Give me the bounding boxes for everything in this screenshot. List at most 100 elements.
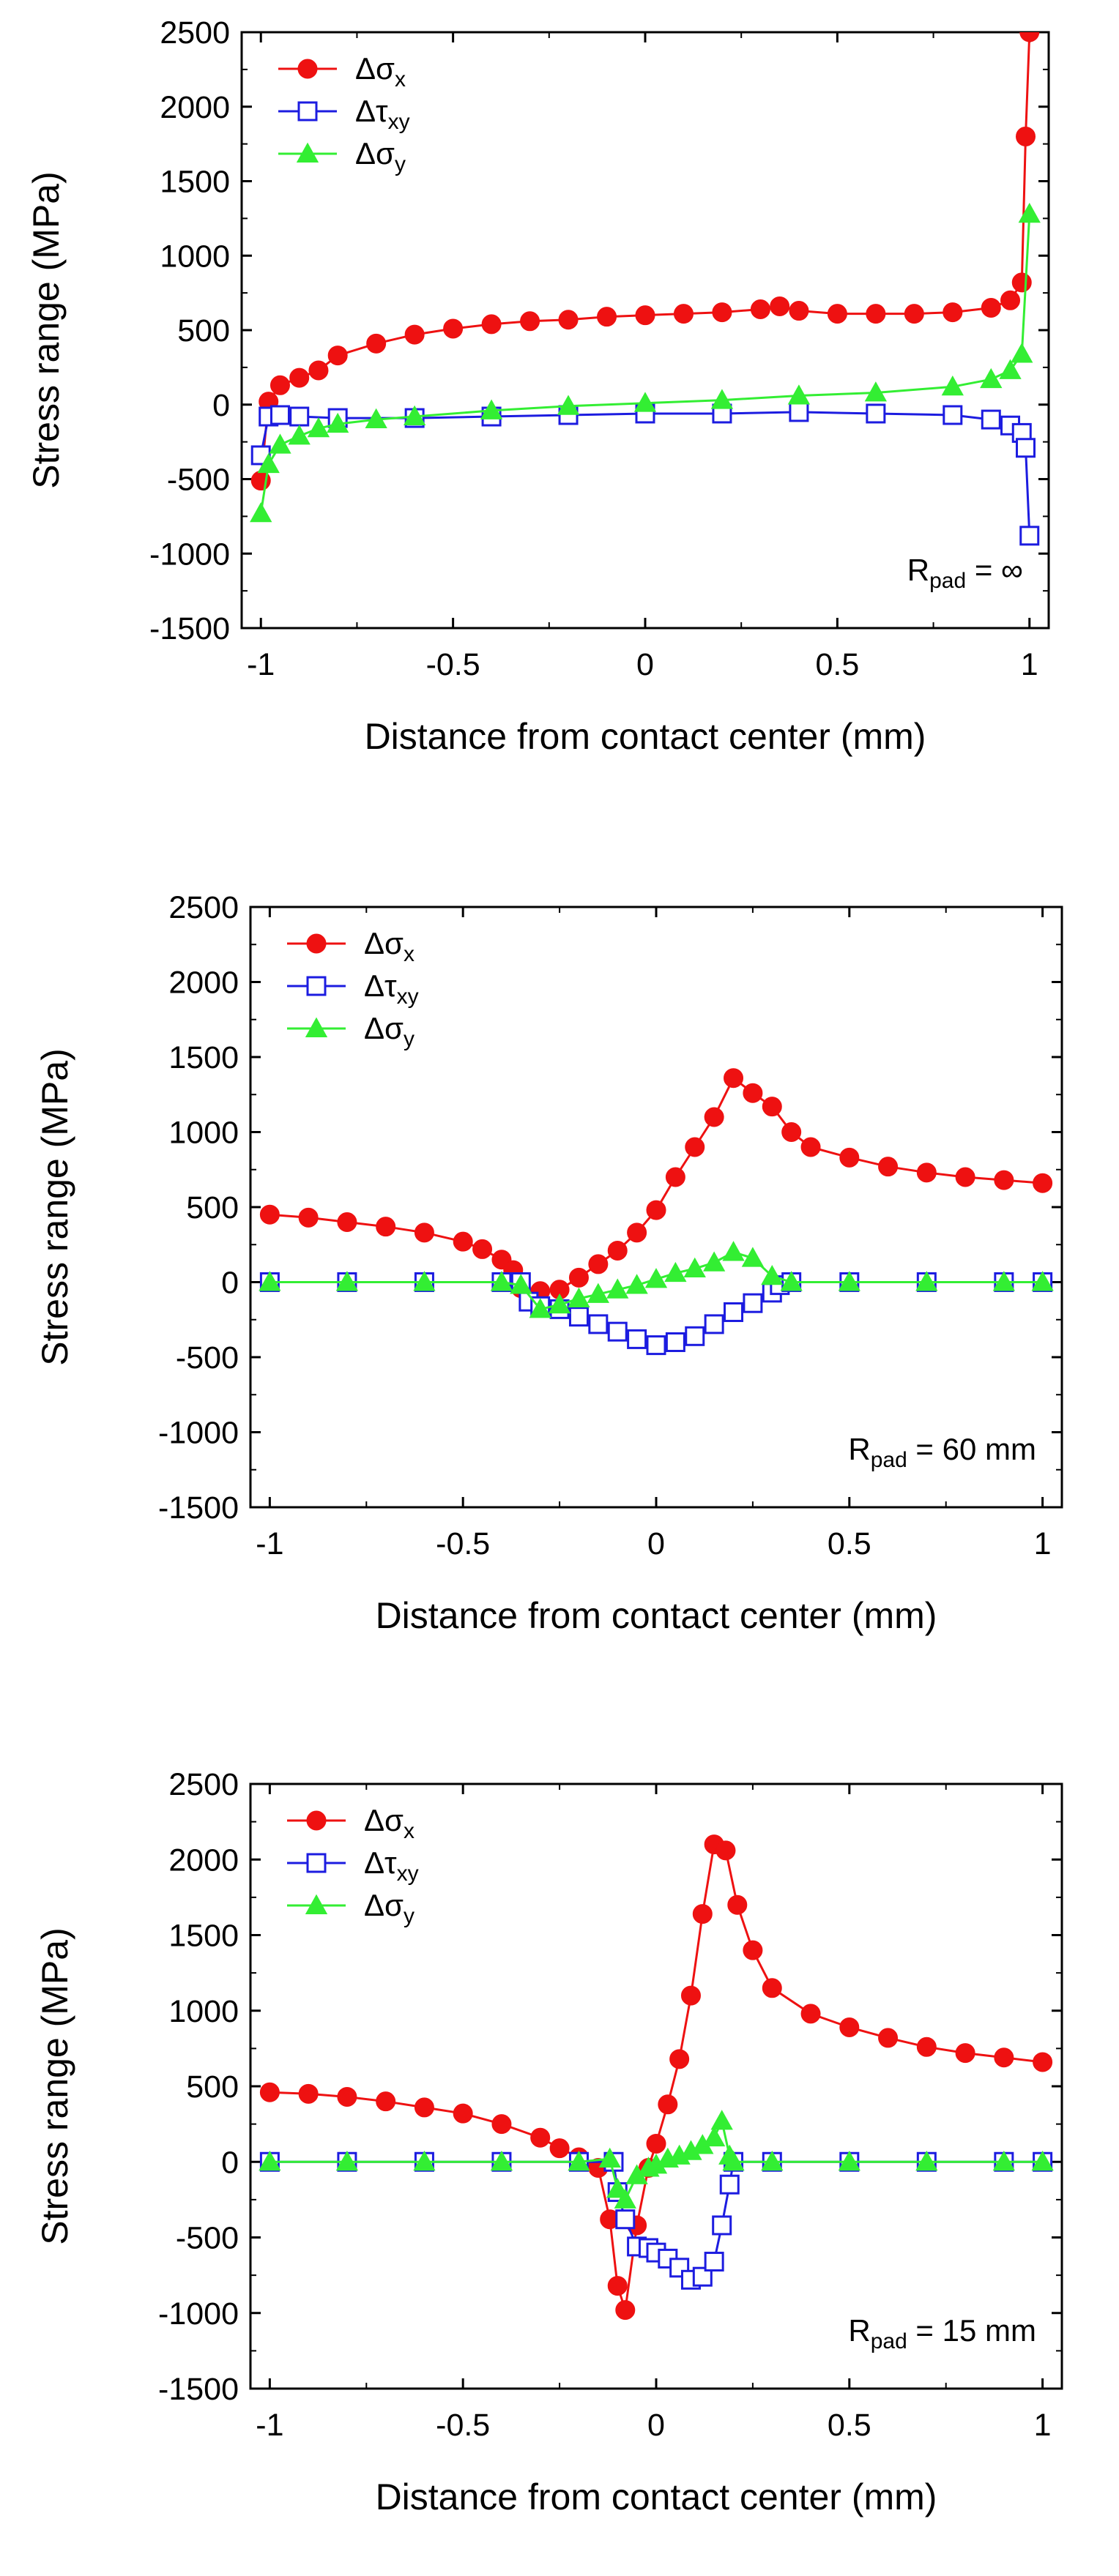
y-axis-title: Stress range (MPa) bbox=[34, 1048, 75, 1365]
data-point-circle bbox=[673, 304, 694, 324]
data-point-triangle bbox=[702, 1251, 726, 1272]
data-point-square bbox=[743, 1293, 763, 1313]
data-point-square bbox=[704, 2252, 724, 2272]
legend-subscript: y bbox=[395, 152, 406, 176]
y-tick-label: 500 bbox=[177, 313, 230, 348]
data-point-circle bbox=[715, 1840, 736, 1861]
data-point-circle bbox=[800, 1137, 821, 1157]
data-point-circle bbox=[366, 333, 387, 354]
data-point-triangle bbox=[327, 412, 349, 433]
data-point-triangle bbox=[548, 1293, 571, 1314]
data-point-circle bbox=[306, 933, 327, 954]
data-point-triangle bbox=[259, 1271, 281, 1291]
data-point-triangle bbox=[664, 1261, 687, 1283]
legend-subscript: xy bbox=[388, 110, 410, 134]
data-point-circle bbox=[955, 1167, 975, 1187]
data-point-triangle bbox=[633, 392, 657, 412]
x-tick-label: -0.5 bbox=[436, 2408, 490, 2443]
data-point-triangle bbox=[683, 1257, 706, 1277]
x-tick-label: 0.5 bbox=[828, 2408, 871, 2443]
data-point-triangle bbox=[365, 408, 387, 429]
x-tick-label: 0 bbox=[647, 1526, 665, 1561]
data-point-circle bbox=[827, 304, 847, 324]
data-point-triangle bbox=[1018, 202, 1041, 223]
data-point-circle bbox=[1011, 272, 1032, 293]
y-tick-label: 2500 bbox=[168, 1767, 239, 1802]
data-point-square bbox=[269, 405, 290, 425]
legend-label: Δτxy bbox=[355, 94, 410, 134]
legend-symbol: Δσ bbox=[364, 1011, 404, 1045]
data-point-triangle bbox=[710, 389, 734, 409]
data-point-triangle bbox=[606, 2178, 629, 2198]
annotation-prefix: R bbox=[848, 2313, 870, 2348]
data-point-circle bbox=[680, 1985, 701, 2006]
data-point-square bbox=[297, 101, 318, 122]
legend-subscript: xy bbox=[397, 985, 419, 1009]
data-point-square bbox=[724, 1302, 744, 1322]
y-tick-label: -1000 bbox=[158, 2296, 239, 2332]
legend-symbol: Δσ bbox=[355, 136, 395, 171]
legend-symbol: Δσ bbox=[364, 1803, 404, 1837]
data-point-circle bbox=[481, 314, 502, 335]
data-point-triangle bbox=[288, 425, 311, 445]
data-point-circle bbox=[750, 299, 770, 320]
x-tick-label: -0.5 bbox=[436, 1526, 490, 1561]
data-point-circle bbox=[646, 2133, 666, 2154]
data-point-triangle bbox=[702, 2126, 726, 2147]
chart-panel-3: 2500 2000 1500 1000 500 0 -500 -1000 -1500 -1 -0.5… bbox=[34, 1767, 1063, 2517]
legend-label: Δτxy bbox=[364, 968, 419, 1009]
annotation-prefix: R bbox=[848, 1432, 870, 1466]
data-point-triangle bbox=[741, 1247, 765, 1267]
legend-symbol: Δσ bbox=[355, 51, 395, 86]
rpad-annotation: Rpad = 15 mm bbox=[848, 2313, 1036, 2353]
y-tick-label: 2500 bbox=[160, 15, 230, 51]
x-tick-label: 0 bbox=[647, 2408, 665, 2443]
data-point-triangle bbox=[1031, 2150, 1054, 2171]
x-tick-label: -1 bbox=[256, 1526, 283, 1561]
data-point-circle bbox=[472, 1239, 493, 1259]
data-point-triangle bbox=[992, 2150, 1016, 2171]
data-point-circle bbox=[588, 1254, 609, 1274]
data-point-triangle bbox=[568, 1287, 590, 1307]
x-axis-title: Distance from contact center (mm) bbox=[365, 716, 926, 757]
data-point-triangle bbox=[864, 381, 888, 402]
y-tick-label: -500 bbox=[176, 2221, 239, 2256]
series-triangle bbox=[259, 2110, 1054, 2209]
data-point-triangle bbox=[269, 433, 291, 454]
data-point-circle bbox=[549, 2138, 570, 2159]
data-point-square bbox=[866, 403, 886, 424]
data-point-triangle bbox=[780, 1271, 803, 1291]
data-point-circle bbox=[724, 1068, 744, 1089]
y-tick-label: 0 bbox=[221, 2145, 239, 2180]
series-line bbox=[269, 1076, 1043, 1293]
data-point-square bbox=[615, 2209, 636, 2230]
data-point-circle bbox=[658, 2094, 678, 2115]
series-circle bbox=[250, 32, 1040, 491]
data-point-circle bbox=[1019, 32, 1040, 42]
y-tick-label: 2000 bbox=[160, 90, 230, 125]
data-point-triangle bbox=[999, 359, 1022, 379]
data-point-square bbox=[627, 1329, 647, 1349]
data-point-square bbox=[981, 409, 1001, 430]
annotation-value: = 15 mm bbox=[907, 2313, 1036, 2348]
data-point-triangle bbox=[1011, 343, 1033, 363]
data-point-square bbox=[789, 402, 809, 422]
data-point-circle bbox=[916, 2036, 937, 2057]
x-tick-label: -0.5 bbox=[426, 647, 480, 682]
data-point-circle bbox=[597, 307, 617, 327]
y-tick-label: 1500 bbox=[168, 1040, 239, 1075]
data-point-triangle bbox=[915, 1271, 938, 1291]
data-point-circle bbox=[306, 1810, 327, 1831]
data-point-square bbox=[943, 405, 963, 425]
y-tick-label: -500 bbox=[176, 1340, 239, 1375]
data-point-triangle bbox=[335, 2150, 359, 2171]
data-point-triangle bbox=[557, 395, 580, 415]
data-point-square bbox=[588, 1314, 609, 1334]
data-point-square bbox=[712, 2215, 732, 2236]
data-point-circle bbox=[704, 1107, 724, 1127]
data-point-triangle bbox=[307, 417, 330, 438]
y-tick-label: 0 bbox=[212, 388, 230, 423]
